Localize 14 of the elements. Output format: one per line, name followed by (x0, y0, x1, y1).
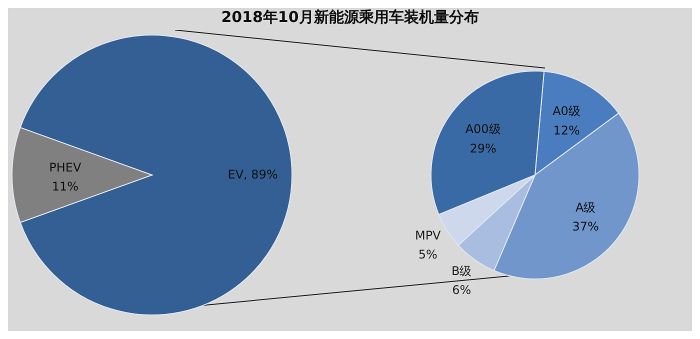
text: 2018年10月新能源乘用车装机量分布 (220, 8, 480, 27)
data-label: 29% (470, 141, 496, 156)
data-label: 37% (572, 220, 599, 234)
data-label: 11% (52, 180, 79, 194)
slice-label: A0级 (552, 104, 580, 118)
slice-label: A级 (575, 200, 596, 214)
data-label: 12% (553, 123, 580, 138)
slice-label: MPV (414, 228, 442, 242)
slice-label: EV, 89% (228, 167, 278, 182)
data-label: 5% (418, 248, 438, 262)
slice-label: A00级 (465, 122, 501, 136)
slice-label: B级 (451, 264, 472, 278)
data-label: 6% (452, 283, 472, 298)
slice-label: PHEV (49, 160, 82, 174)
